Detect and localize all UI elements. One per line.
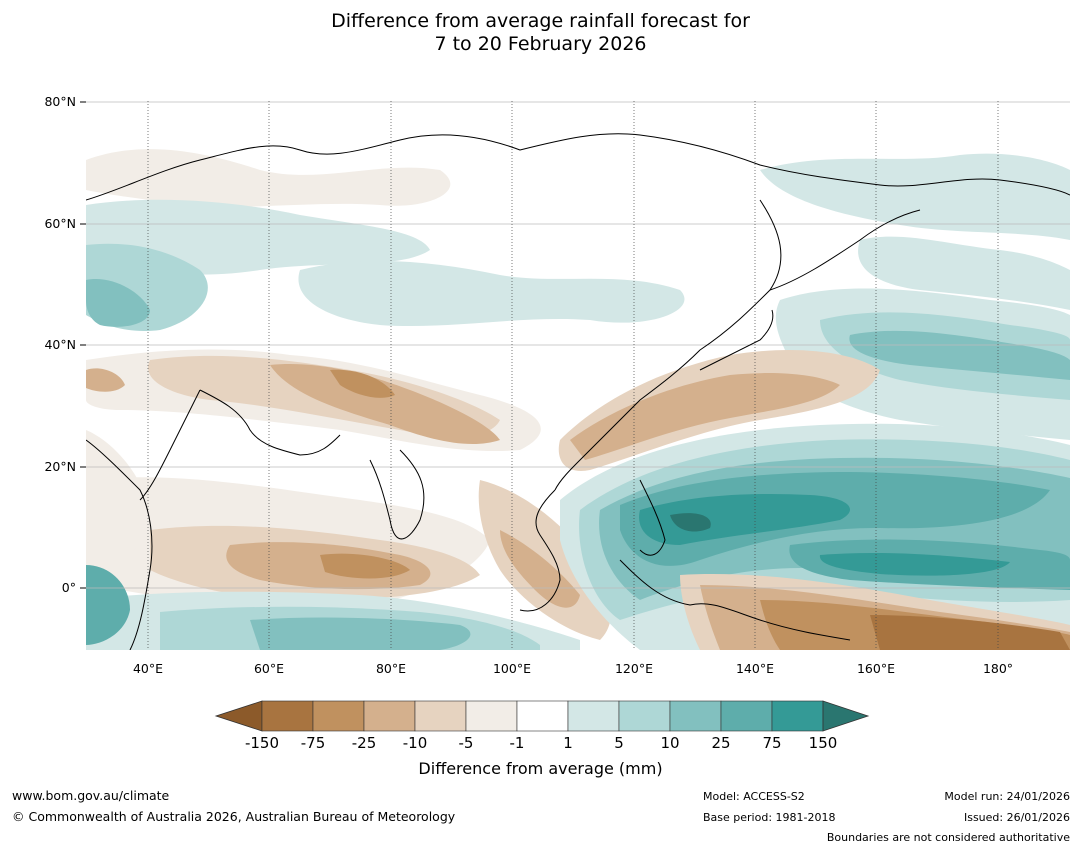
boundaries-note: Boundaries are not considered authoritat… [826,831,1070,844]
colorbar-tick-label: 10 [660,734,680,752]
colorbar-bin [312,700,365,732]
colorbar [214,700,870,732]
coastlines [86,133,1070,650]
lon-label-100e: 100°E [492,661,531,676]
colorbar-tick-label: -150 [244,734,280,752]
colorbar-tick-label: -25 [351,734,377,752]
colorbar-tick-label: 75 [762,734,782,752]
colorbar-tick-label: -10 [402,734,428,752]
model-text: Model: ACCESS-S2 [703,790,805,803]
rainfall-anomaly-field [86,101,1070,650]
lon-label-140e: 140°E [735,661,774,676]
lon-label-60e: 60°E [253,661,285,676]
lat-label-80n: 80°N [44,94,76,109]
colorbar-tick-label: 25 [711,734,731,752]
colorbar-tick-label: -1 [509,734,525,752]
model-run-text: Model run: 24/01/2026 [944,790,1070,803]
lat-label-60n: 60°N [44,216,76,231]
colorbar-bin [720,700,773,732]
issued-text: Issued: 26/01/2026 [963,811,1070,824]
colorbar-under-arrow [214,700,263,732]
colorbar-bin [618,700,671,732]
lat-label-40n: 40°N [44,337,76,352]
title-line-1: Difference from average rainfall forecas… [331,10,750,32]
colorbar-bin [669,700,722,732]
lat-label-20n: 20°N [44,459,76,474]
colorbar-bin [465,700,518,732]
website-link[interactable]: www.bom.gov.au/climate [12,788,170,803]
lon-label-120e: 120°E [614,661,653,676]
colorbar-bin [363,700,416,732]
lat-label-0: 0° [61,580,76,595]
base-period-text: Base period: 1981-2018 [703,811,836,824]
map-title: Difference from average rainfall forecas… [0,10,1081,56]
colorbar-bin [567,700,620,732]
colorbar-bin [516,700,569,732]
title-line-2: 7 to 20 February 2026 [434,33,647,55]
copyright-text: © Commonwealth of Australia 2026, Austra… [12,809,456,824]
colorbar-tick-label: -5 [458,734,474,752]
colorbar-over-arrow [822,700,870,732]
colorbar-bin [414,700,467,732]
colorbar-tick-label: 1 [563,734,573,752]
lon-label-160e: 160°E [856,661,895,676]
lon-label-40e: 40°E [132,661,164,676]
colorbar-tick-label: 5 [614,734,624,752]
colorbar-title: Difference from average (mm) [418,759,663,778]
colorbar-tick-label: 150 [808,734,838,752]
gridlines [86,101,1070,589]
colorbar-bin [771,700,824,732]
lon-label-180: 180° [982,661,1014,676]
colorbar-tick-label: -75 [300,734,326,752]
colorbar-bin [261,700,314,732]
lat-ticks [80,101,86,589]
lon-label-80e: 80°E [375,661,407,676]
